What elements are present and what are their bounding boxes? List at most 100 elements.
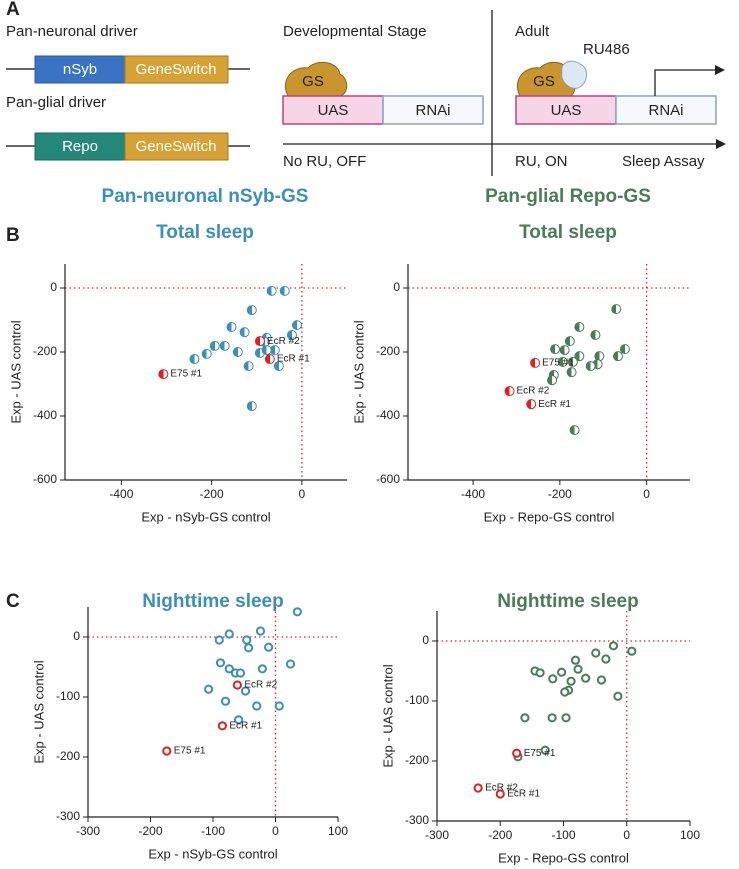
data-point (569, 425, 580, 436)
point-label: EcR #2 (485, 783, 518, 794)
data-point (594, 351, 605, 362)
y-tick-label: -400 (33, 408, 57, 422)
data-point (273, 361, 284, 372)
data-point (234, 715, 244, 725)
data-point (557, 667, 567, 677)
stage-title: Developmental Stage (283, 23, 426, 40)
data-point (219, 340, 230, 351)
data-point (566, 676, 576, 686)
condition: RU, ON (515, 153, 568, 170)
y-tick-label: -100 (56, 689, 80, 703)
data-point (286, 330, 297, 341)
promoter-text: Repo (62, 138, 98, 155)
x-tick-label: -200 (138, 824, 162, 838)
data-point (627, 646, 637, 656)
switch-text: GeneSwitch (136, 61, 217, 78)
chart-title: Total sleep (519, 222, 617, 243)
data-point (252, 701, 262, 711)
y-tick-label: -200 (376, 344, 400, 358)
gs-protein (517, 61, 576, 97)
data-point (619, 344, 630, 355)
highlight-point (217, 721, 227, 731)
x-tick-label: -200 (200, 487, 224, 501)
y-axis-label: Exp - UAS control (380, 664, 395, 767)
data-point (220, 696, 231, 706)
y-tick-label: -300 (405, 813, 429, 827)
rnai-box (615, 95, 717, 125)
data-point (285, 659, 296, 669)
point-label: E75 #1 (542, 358, 574, 369)
y-tick-label: -400 (376, 408, 400, 422)
uas-box (282, 95, 384, 125)
highlight-point (254, 336, 265, 347)
data-point (215, 658, 226, 668)
data-point (548, 674, 558, 684)
data-point (226, 322, 237, 333)
data-point (585, 361, 596, 372)
x-tick-label: 0 (272, 824, 279, 838)
data-point (608, 641, 619, 651)
data-point (567, 356, 578, 367)
x-tick-label: 100 (328, 824, 348, 838)
data-point (550, 344, 561, 355)
data-point (601, 654, 611, 664)
condition: No RU, OFF (283, 153, 366, 170)
data-point (540, 745, 550, 755)
y-tick-label: 0 (393, 280, 400, 294)
y-tick-label: 0 (50, 280, 57, 294)
arrowhead (716, 139, 726, 149)
data-point (547, 713, 557, 723)
gs-protein (285, 61, 348, 97)
highlight-point (232, 680, 242, 690)
column-header: Pan-glial Repo-GS (485, 186, 651, 207)
data-point (242, 635, 252, 645)
x-tick-label: 0 (623, 828, 630, 842)
data-point (235, 668, 246, 678)
driver-label: Pan-neuronal driver (6, 23, 138, 40)
promoter-box (34, 132, 126, 161)
x-tick-label: -300 (425, 828, 449, 842)
point-label: E75 #1 (524, 748, 556, 759)
data-point (566, 367, 577, 378)
data-point (596, 675, 607, 685)
highlight-point (158, 369, 169, 380)
point-label: E75 #1 (174, 746, 206, 757)
data-point (557, 356, 568, 367)
data-point (266, 285, 277, 296)
highlight-point (473, 783, 483, 793)
driver-label: Pan-glial driver (6, 94, 106, 111)
y-tick-label: -100 (405, 693, 429, 707)
x-tick-label: -200 (488, 828, 512, 842)
point-label: EcR #2 (517, 386, 550, 397)
data-point (257, 664, 267, 674)
data-point (201, 348, 212, 359)
highlight-point (264, 354, 275, 365)
switch-box (124, 132, 229, 161)
x-tick-label: -400 (109, 487, 133, 501)
y-axis-label: Exp - UAS control (31, 660, 46, 763)
data-point (574, 351, 585, 362)
x-tick-label: -200 (548, 487, 572, 501)
column-header: Pan-neuronal nSyb-GS (102, 186, 309, 207)
point-label: EcR #2 (267, 336, 300, 347)
x-tick-label: -100 (201, 824, 225, 838)
highlight-point (504, 386, 515, 397)
data-point (611, 304, 622, 315)
y-tick-label: -600 (33, 472, 57, 486)
highlight-point (512, 748, 522, 758)
panel-label: A (6, 0, 20, 20)
uas-text: UAS (551, 102, 582, 119)
x-tick-label: -300 (76, 824, 100, 838)
y-tick-label: -600 (376, 472, 400, 486)
data-point (232, 347, 243, 357)
switch-box (124, 55, 229, 84)
chart-title: Total sleep (156, 222, 254, 243)
data-point (261, 345, 272, 356)
highlight-point (530, 357, 541, 368)
data-point (613, 691, 623, 701)
x-tick-label: -400 (461, 487, 485, 501)
data-point (209, 340, 220, 351)
data-point (224, 629, 234, 639)
data-point (535, 668, 545, 678)
